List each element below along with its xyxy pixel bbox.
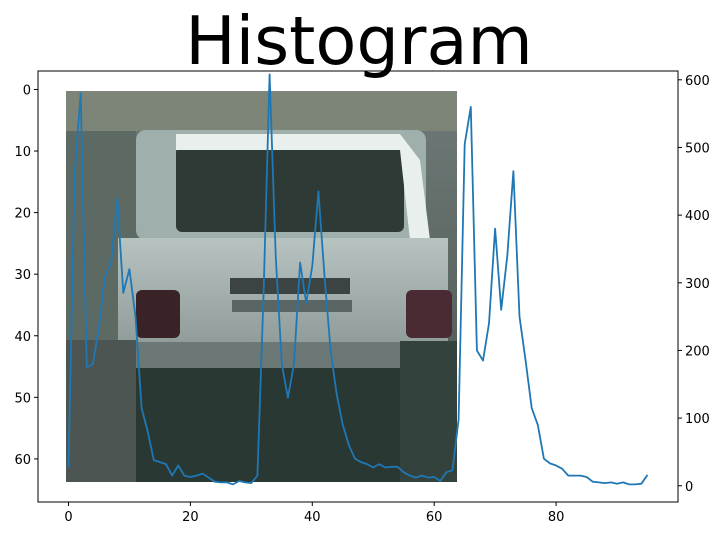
- right-tick-label: 100: [685, 412, 710, 427]
- left-tick-label: 40: [14, 330, 31, 345]
- x-tick-label: 80: [548, 510, 565, 525]
- x-tick-label: 0: [64, 510, 72, 525]
- x-tick-label: 40: [304, 510, 321, 525]
- left-tick-label: 50: [14, 391, 31, 406]
- right-tick-label: 500: [685, 141, 710, 156]
- plot-frame: [37, 70, 679, 503]
- right-tick-label: 200: [685, 344, 710, 359]
- left-tick-label: 0: [23, 83, 31, 98]
- car-rear-image: [66, 91, 457, 482]
- left-y-axis: 0 10 20 30 40 50 60: [14, 83, 38, 468]
- left-tick-label: 30: [14, 268, 31, 283]
- x-tick-label: 20: [182, 510, 199, 525]
- left-tick-label: 20: [14, 207, 31, 222]
- right-tick-label: 600: [685, 74, 710, 89]
- series-points: [68, 74, 648, 485]
- x-tick-label: 60: [426, 510, 443, 525]
- right-tick-label: 300: [685, 277, 710, 292]
- right-tick-label: 0: [685, 480, 693, 495]
- x-axis: 0 20 40 60 80: [64, 502, 564, 525]
- chart-title: Histogram: [185, 2, 533, 80]
- right-y-axis: 0 100 200 300 400 500 600: [678, 74, 710, 495]
- left-tick-label: 60: [14, 453, 31, 468]
- series-line: [67, 73, 649, 486]
- left-tick-label: 10: [14, 145, 31, 160]
- right-tick-label: 400: [685, 209, 710, 224]
